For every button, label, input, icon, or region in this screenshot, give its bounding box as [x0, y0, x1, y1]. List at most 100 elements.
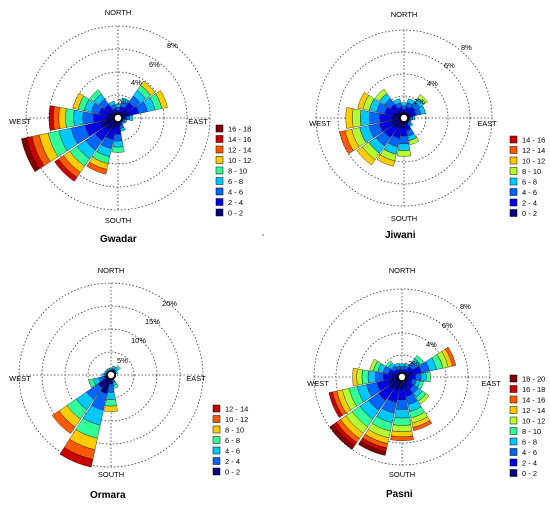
petal-segment	[357, 92, 370, 110]
legend-label: 12 - 14	[228, 146, 251, 155]
petal-segment	[82, 111, 94, 125]
petal-segment	[374, 88, 388, 102]
petal-segment	[352, 108, 362, 128]
petal-segment	[356, 368, 363, 386]
south-label: SOUTH	[391, 214, 417, 223]
petal-segment	[105, 399, 117, 407]
legend-swatch	[215, 198, 224, 206]
legend-swatch	[509, 209, 518, 217]
petal-segment	[396, 149, 412, 157]
legend-swatch	[212, 457, 221, 465]
petal-segment	[397, 143, 411, 151]
windrose-pasni: NORTH SOUTH EAST WEST 2% 4% 6% 8% Pasni …	[307, 266, 545, 500]
legend-label: 8 - 10	[522, 167, 541, 176]
legend-swatch	[215, 208, 224, 217]
petal-segment	[393, 362, 400, 368]
legend-label: 8 - 10	[522, 427, 541, 436]
petal-segment	[21, 137, 40, 172]
ring-label: 10%	[131, 336, 146, 345]
ring-label: 6%	[444, 61, 455, 70]
east-label: EAST	[481, 379, 501, 388]
petal-segment	[108, 100, 116, 107]
legend-label: 8 - 10	[225, 426, 244, 435]
legend-swatch	[509, 395, 518, 404]
petal-segment	[345, 107, 354, 129]
legend-label: 16 - 18	[228, 125, 251, 134]
legend-label: 10 - 12	[228, 156, 251, 165]
west-label: WEST	[9, 374, 31, 383]
ring-label: 8%	[461, 43, 472, 52]
legend-label: 4 - 6	[522, 188, 537, 197]
petal-segment	[59, 447, 94, 468]
legend-swatch	[509, 416, 518, 425]
petal-segment	[54, 158, 78, 182]
petal-segment	[417, 380, 424, 390]
petal-segment	[329, 424, 355, 450]
legend-swatch	[215, 177, 224, 185]
legend-label: 14 - 16	[228, 135, 251, 144]
legend-label: 10 - 12	[522, 157, 545, 166]
legend-label: 12 - 14	[522, 406, 545, 415]
ring-label: 8%	[460, 302, 471, 311]
north-label: NORTH	[105, 8, 132, 17]
petal-segment	[395, 399, 409, 410]
north-label: NORTH	[391, 10, 418, 19]
petal-segment	[88, 378, 96, 388]
ring-label: 6%	[149, 60, 160, 69]
petal-segment	[53, 106, 60, 130]
legend-swatch	[509, 406, 518, 414]
petal-segment	[113, 133, 123, 142]
legend-label: 14 - 16	[522, 136, 545, 145]
petal-segment	[391, 424, 413, 432]
petal-segment	[72, 92, 85, 110]
legend-label: 14 - 16	[522, 396, 545, 405]
west-label: WEST	[9, 117, 31, 126]
petal-segment	[393, 98, 401, 106]
petal-segment	[121, 97, 130, 105]
windrose-jiwani: NORTH SOUTH EAST WEST 2% 4% 6% 8% Jiwani…	[309, 10, 545, 241]
east-label: EAST	[188, 117, 208, 126]
west-label: WEST	[309, 119, 331, 128]
petal-segment	[376, 154, 396, 167]
petal-segment	[356, 146, 376, 166]
petal-segment	[339, 130, 354, 155]
petal-segment	[106, 391, 116, 400]
petal-segment	[401, 102, 407, 107]
petal-segment	[385, 360, 393, 368]
petal-segment	[401, 105, 407, 110]
petal-segment	[121, 121, 125, 125]
north-label: NORTH	[98, 266, 125, 275]
petals	[52, 365, 121, 468]
petal-segment	[412, 115, 416, 121]
legend-swatch	[509, 188, 518, 196]
petals	[339, 88, 428, 167]
legend-label: 8 - 10	[228, 167, 247, 176]
legend-label: 2 - 4	[522, 199, 537, 208]
legend-label: 6 - 8	[225, 436, 240, 445]
petal-segment	[390, 430, 414, 438]
ring-label: 4%	[426, 340, 437, 349]
windrose-gwadar: NORTH SOUTH EAST WEST 2% 4% 6% 8% Gwadar…	[9, 8, 251, 245]
legend-label: 12 - 14	[522, 146, 545, 155]
petal-segment	[123, 119, 128, 124]
petal-segment	[115, 365, 121, 371]
calm-center	[114, 114, 122, 122]
petal-segment	[399, 363, 405, 367]
petal-segment	[425, 371, 431, 383]
legend-label: 6 - 8	[228, 177, 243, 186]
petal-segment	[360, 109, 371, 127]
legend-label: 4 - 6	[522, 448, 537, 457]
ring-label: 5%	[117, 356, 128, 365]
petal-segment	[399, 135, 409, 145]
petal-segment	[125, 115, 131, 121]
legend-swatch	[215, 156, 224, 164]
windrose-ormara: NORTH SOUTH EAST WEST 5% 10% 15% 20% Orm…	[9, 266, 248, 501]
legend-label: 4 - 6	[228, 188, 243, 197]
legend-swatch	[509, 385, 518, 393]
legend-swatch	[215, 145, 224, 154]
petal-segment	[417, 94, 428, 105]
